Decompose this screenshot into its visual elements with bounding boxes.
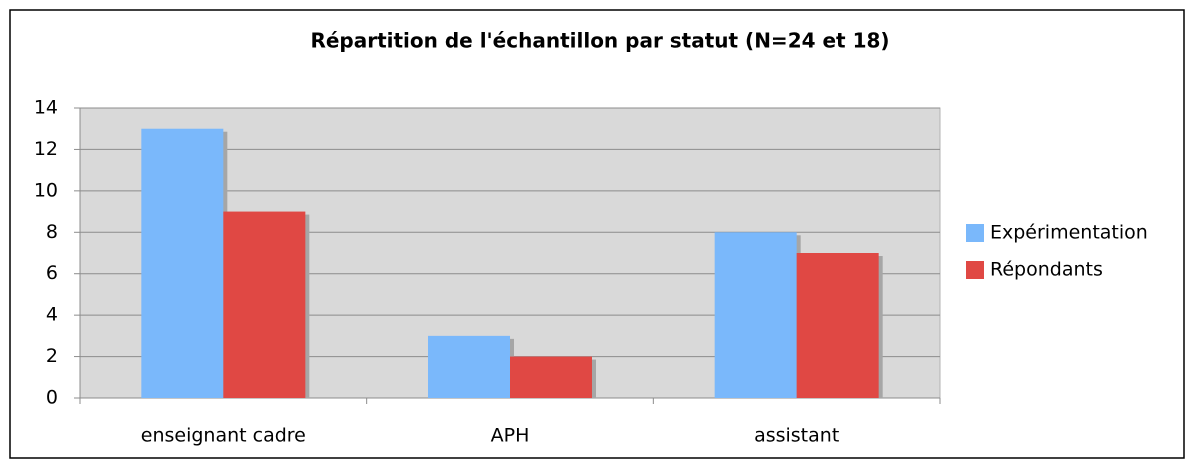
legend-label: Expérimentation: [990, 222, 1148, 244]
chart-title: Répartition de l'échantillon par statut …: [310, 29, 889, 53]
bar: [714, 232, 797, 398]
bar: [428, 335, 510, 398]
y-tick-label: 12: [34, 138, 58, 160]
legend-label: Répondants: [990, 259, 1103, 281]
bar: [141, 128, 224, 398]
y-tick-label: 0: [46, 387, 58, 409]
bar: [796, 253, 879, 398]
legend-swatch: [966, 261, 984, 279]
legend-swatch: [966, 224, 984, 242]
y-tick-label: 6: [46, 262, 58, 284]
y-tick-label: 14: [34, 97, 58, 119]
y-tick-label: 10: [34, 179, 58, 201]
x-tick-label: assistant: [754, 425, 839, 447]
x-tick-label: enseignant cadre: [141, 425, 306, 447]
y-tick-label: 8: [46, 221, 58, 243]
bar: [510, 356, 592, 398]
y-tick-label: 4: [46, 304, 58, 326]
y-tick-label: 2: [46, 345, 58, 367]
x-tick-label: APH: [491, 425, 530, 447]
bar: [223, 211, 306, 398]
